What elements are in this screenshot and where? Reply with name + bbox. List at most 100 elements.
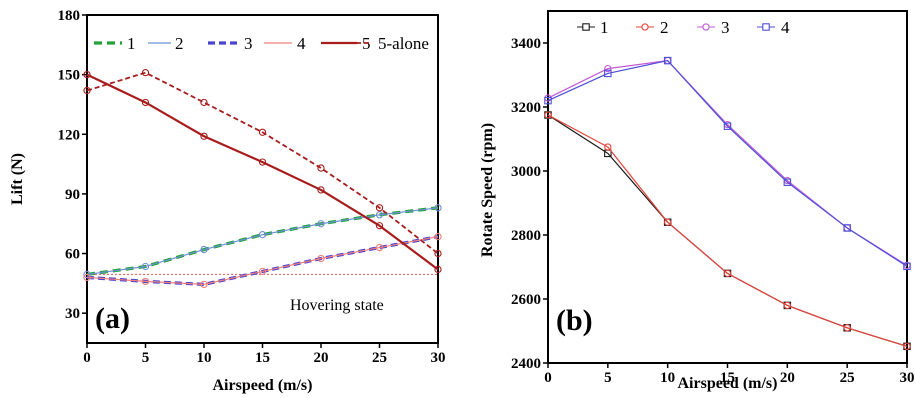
legend-marker <box>582 23 590 31</box>
x-tick-label: 10 <box>660 370 675 386</box>
series-1 <box>544 111 911 351</box>
data-point <box>723 269 732 278</box>
plot-frame <box>86 14 439 344</box>
data-point <box>434 204 442 212</box>
data-point <box>903 262 911 271</box>
series-line <box>547 114 908 347</box>
series-line <box>86 207 439 276</box>
series-line <box>547 114 908 347</box>
data-point <box>200 280 208 289</box>
legend-label: 2 <box>660 18 669 37</box>
y-tick-label: 3400 <box>511 36 541 52</box>
data-point <box>434 232 442 241</box>
y-tick-label: 60 <box>65 247 80 263</box>
series-5-alone <box>83 68 442 258</box>
legend-label: 4 <box>781 18 790 37</box>
plot-frame <box>547 10 908 364</box>
data-point <box>783 178 792 186</box>
legend: 123455-alone <box>94 34 429 53</box>
y-axis-title: Rotate Speed (rpm) <box>479 123 496 257</box>
data-point <box>258 267 267 276</box>
series-line <box>86 206 439 277</box>
data-point <box>141 277 150 286</box>
series-4 <box>83 232 442 289</box>
data-point <box>317 164 325 172</box>
chart-panel-b: 0 5 10 15 20 25 30 2400 2600 2800 3000 3200 3400 Airs… <box>479 10 915 392</box>
data-point <box>903 342 911 351</box>
series-line <box>547 59 908 267</box>
panel-label: (b) <box>556 304 593 337</box>
data-point <box>604 143 612 151</box>
data-point <box>141 262 150 271</box>
series-line <box>86 71 439 255</box>
legend-label: 3 <box>721 18 730 37</box>
y-tick-label: 180 <box>58 8 81 24</box>
series-line <box>86 236 439 285</box>
legend-label: 2 <box>175 34 184 53</box>
x-tick-label: 10 <box>197 350 212 366</box>
legend-label: 1 <box>127 34 136 53</box>
legend-label: 1 <box>600 18 609 37</box>
data-point <box>141 98 150 107</box>
data-point <box>258 128 267 136</box>
x-tick-label: 15 <box>720 370 735 386</box>
x-tick-label: 30 <box>431 350 446 366</box>
x-axis-title: Airspeed (m/s) <box>678 375 778 392</box>
data-point <box>317 254 325 263</box>
data-point <box>83 86 91 95</box>
y-tick-label: 2800 <box>511 228 541 244</box>
chart-panel-a: 0 5 10 15 20 25 30 30 60 90 120 150 180 Airspeed (m/s… <box>9 8 446 394</box>
data-point <box>604 64 612 73</box>
x-tick-label: 5 <box>604 370 612 386</box>
x-tick-label: 25 <box>372 350 387 366</box>
series-line <box>86 73 439 271</box>
y-tick-label: 90 <box>65 187 80 203</box>
series-line <box>86 235 439 286</box>
data-point <box>317 186 325 194</box>
y-tick-label: 2600 <box>511 292 541 308</box>
data-point <box>434 249 442 258</box>
data-point <box>544 96 552 105</box>
series-2 <box>544 111 911 351</box>
data-point <box>723 122 732 130</box>
legend-label: 4 <box>297 34 306 53</box>
data-point <box>544 111 552 119</box>
series-3 <box>86 235 439 286</box>
data-point <box>258 231 267 239</box>
data-point <box>258 158 267 166</box>
data-point <box>783 301 791 310</box>
x-tick-label: 15 <box>255 350 270 366</box>
x-axis-title: Airspeed (m/s) <box>213 377 313 394</box>
x-tick-label: 5 <box>142 350 150 366</box>
y-tick-label: 150 <box>58 68 81 84</box>
series-3 <box>544 56 911 270</box>
data-point <box>375 204 384 212</box>
series-2 <box>83 204 442 279</box>
data-point <box>843 224 851 232</box>
x-tick-label: 0 <box>544 370 552 386</box>
y-tick-label: 2400 <box>511 356 541 372</box>
x-tick-label: 0 <box>83 350 91 366</box>
series-4 <box>544 56 911 271</box>
data-point <box>604 69 612 78</box>
y-tick-label: 3200 <box>511 100 541 116</box>
x-tick-label: 20 <box>780 370 795 386</box>
y-tick-label: 120 <box>58 127 81 143</box>
series-5 <box>83 70 442 274</box>
hovering-state-annotation: Hovering state <box>290 297 384 314</box>
data-point <box>663 56 672 65</box>
data-point <box>200 98 208 107</box>
y-axis-title: Lift (N) <box>9 153 26 205</box>
series-line <box>547 59 908 266</box>
data-point <box>83 273 91 282</box>
legend-marker <box>762 23 770 31</box>
legend: 1 2 3 4 <box>577 18 790 37</box>
legend-label: 5-alone <box>378 34 429 53</box>
panel-label: (a) <box>95 302 130 335</box>
series-1 <box>86 206 439 277</box>
data-point <box>83 70 91 79</box>
data-point <box>200 245 208 254</box>
data-point <box>141 68 150 77</box>
data-point <box>375 243 384 252</box>
